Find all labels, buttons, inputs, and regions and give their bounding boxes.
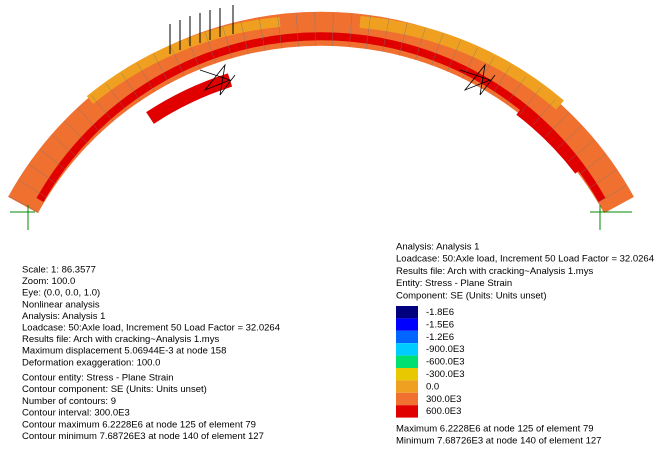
contour-line: Contour maximum 6.2228E6 at node 125 of … bbox=[22, 419, 256, 430]
legend-swatch bbox=[396, 405, 418, 417]
legend-label: 0.0 bbox=[426, 381, 439, 392]
legend-label: -1.5E6 bbox=[426, 319, 454, 330]
legend-label: 300.0E3 bbox=[426, 394, 461, 405]
info-line: Scale: 1: 86.3577 bbox=[22, 265, 96, 276]
legend-swatch bbox=[396, 306, 418, 318]
contour-line: Contour entity: Stress - Plane Strain bbox=[22, 373, 174, 384]
legend-swatch bbox=[396, 393, 418, 405]
legend-swatch bbox=[396, 356, 418, 368]
legend-label: -1.2E6 bbox=[426, 332, 454, 343]
legend-label: -900.0E3 bbox=[426, 344, 465, 355]
legend-swatch bbox=[396, 380, 418, 392]
legend-label: -300.0E3 bbox=[426, 369, 465, 380]
result-footer: Minimum 7.68726E3 at node 140 of element… bbox=[396, 436, 601, 447]
result-header: Entity: Stress - Plane Strain bbox=[396, 278, 512, 289]
info-line: Eye: (0.0, 0.0, 1.0) bbox=[22, 288, 100, 299]
legend-label: -1.8E6 bbox=[426, 307, 454, 318]
result-header: Loadcase: 50:Axle load, Increment 50 Loa… bbox=[396, 254, 654, 265]
info-line: Maximum displacement 5.06944E-3 at node … bbox=[22, 346, 226, 357]
legend-label: -600.0E3 bbox=[426, 357, 465, 368]
info-line: Nonlinear analysis bbox=[22, 299, 100, 310]
result-footer: Maximum 6.2228E6 at node 125 of element … bbox=[396, 424, 594, 435]
contour-line: Contour component: SE (Units: Units unse… bbox=[22, 384, 207, 395]
contour-line: Contour minimum 7.68726E3 at node 140 of… bbox=[22, 431, 264, 442]
info-line: Results file: Arch with cracking~Analysi… bbox=[22, 334, 219, 345]
legend-swatch bbox=[396, 343, 418, 355]
result-header: Component: SE (Units: Units unset) bbox=[396, 290, 546, 301]
legend-swatch bbox=[396, 368, 418, 380]
info-line: Loadcase: 50:Axle load, Increment 50 Loa… bbox=[22, 323, 280, 334]
contour-line: Contour interval: 300.0E3 bbox=[22, 408, 130, 419]
info-line: Deformation exaggeration: 100.0 bbox=[22, 357, 160, 368]
legend-swatch bbox=[396, 331, 418, 343]
legend-label: 600.0E3 bbox=[426, 406, 461, 417]
result-header: Analysis: Analysis 1 bbox=[396, 242, 479, 253]
info-line: Zoom: 100.0 bbox=[22, 276, 75, 287]
arch-model bbox=[9, 5, 632, 230]
result-header: Results file: Arch with cracking~Analysi… bbox=[396, 266, 593, 277]
legend-swatch bbox=[396, 318, 418, 330]
contour-line: Number of contours: 9 bbox=[22, 396, 116, 407]
screen: Scale: 1: 86.3577Zoom: 100.0Eye: (0.0, 0… bbox=[0, 0, 663, 452]
info-line: Analysis: Analysis 1 bbox=[22, 311, 105, 322]
